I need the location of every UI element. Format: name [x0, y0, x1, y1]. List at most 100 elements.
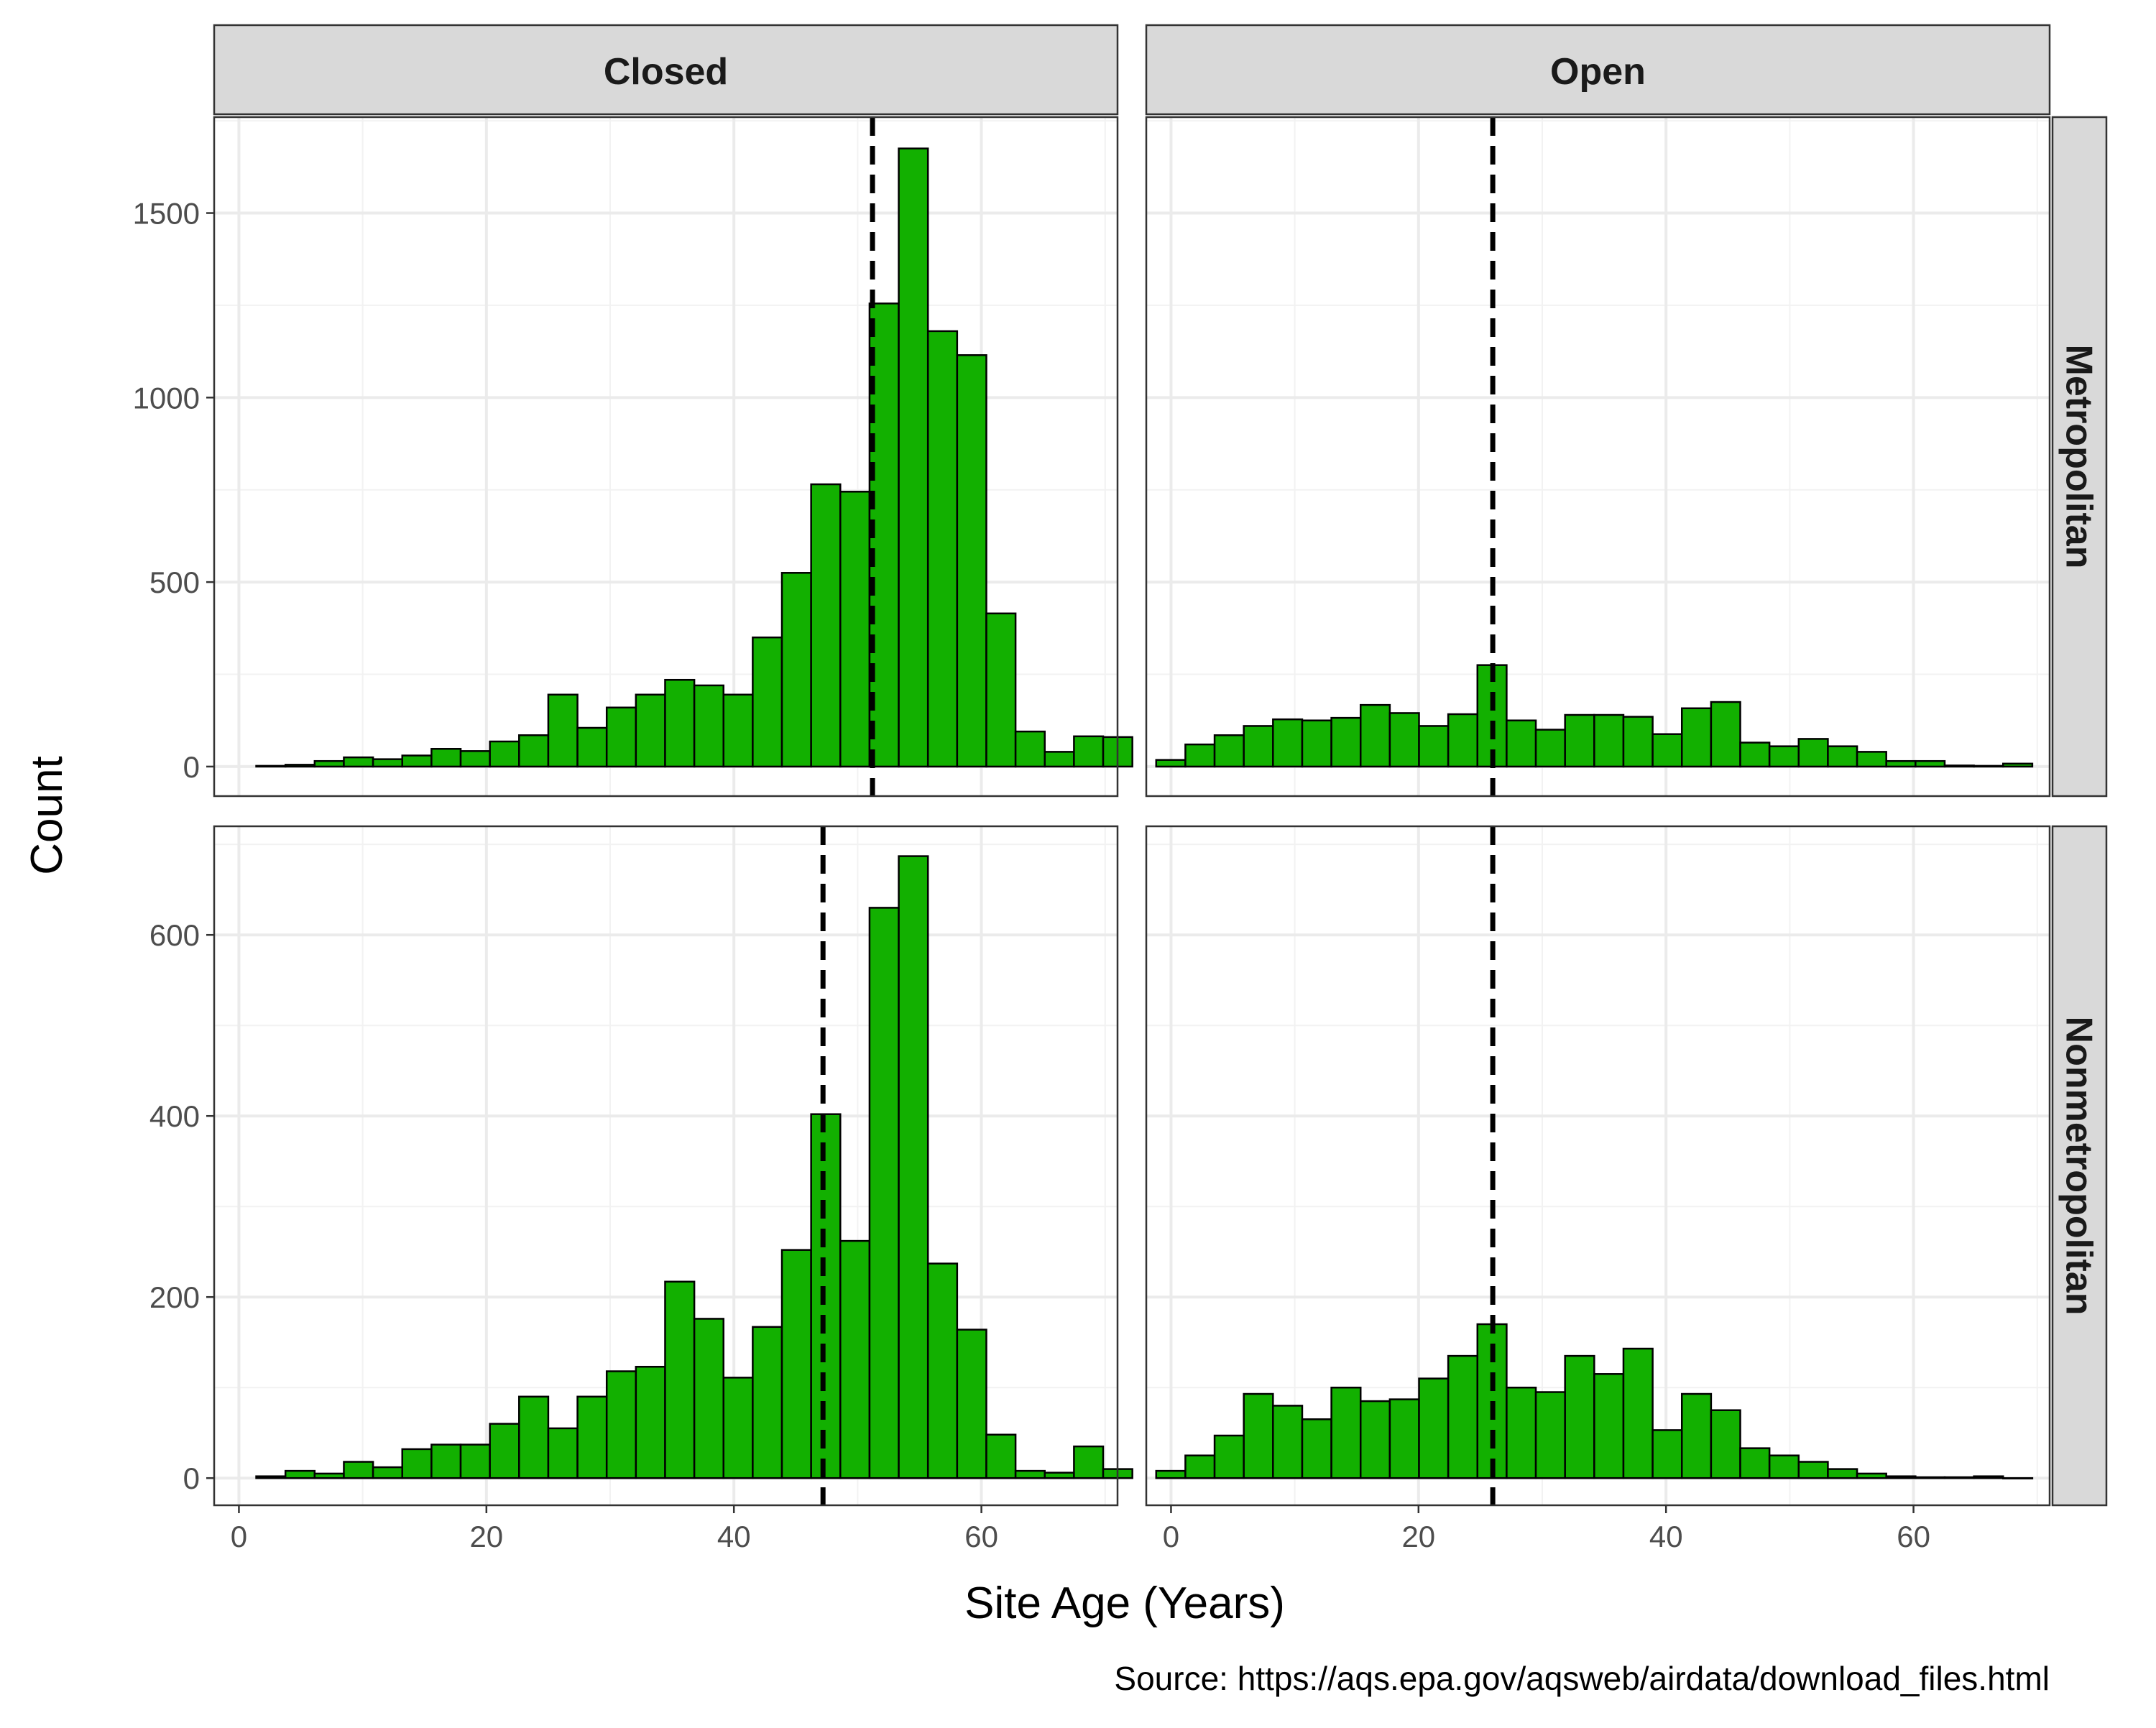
histogram-bar: [810, 1113, 842, 1479]
histogram-bar: [985, 612, 1017, 768]
y-tick-label: 0: [183, 750, 200, 784]
histogram-bar: [1534, 1391, 1566, 1479]
histogram-bar: [1797, 1461, 1829, 1479]
histogram-bar: [459, 1443, 491, 1479]
histogram-bar: [1213, 734, 1245, 768]
histogram-bar: [693, 684, 724, 768]
histogram-bar: [547, 1427, 579, 1479]
histogram-bar: [313, 1472, 345, 1479]
histogram-bar: [1044, 751, 1075, 768]
x-tick-label: 20: [469, 1520, 503, 1553]
histogram-bar: [605, 706, 637, 768]
x-axis-title: Site Age (Years): [964, 1579, 1285, 1628]
histogram-bar: [898, 855, 929, 1479]
panel-border: [213, 116, 1119, 798]
histogram-bar: [780, 1249, 812, 1479]
histogram-bar: [664, 678, 696, 768]
panel-background: [1146, 117, 2050, 796]
histogram-bar: [1014, 1469, 1046, 1479]
y-axis-title: Count: [22, 756, 72, 874]
histogram-bar: [722, 693, 754, 768]
histogram-bar: [810, 483, 842, 768]
histogram-bar: [898, 147, 929, 768]
histogram-bar: [1885, 1475, 1917, 1479]
panel-border: [1145, 825, 2051, 1507]
histogram-bar: [489, 1423, 520, 1479]
histogram-bar: [1388, 1398, 1420, 1479]
histogram-bar: [1184, 743, 1216, 768]
histogram-bar: [868, 907, 900, 1479]
y-tick-label: 1000: [133, 381, 200, 415]
y-tick-label: 500: [149, 565, 200, 599]
histogram-bar: [1506, 1386, 1537, 1479]
histogram-bar: [1593, 1373, 1625, 1479]
histogram-bar: [1272, 718, 1304, 768]
histogram-bar: [1155, 1469, 1187, 1479]
histogram-bar: [343, 756, 374, 768]
histogram-bar: [1534, 729, 1566, 768]
histogram-bar: [1856, 751, 1887, 768]
histogram-bar: [1797, 738, 1829, 768]
histogram-bar: [693, 1318, 724, 1479]
histogram-bar: [839, 1239, 871, 1479]
column-strip: [1145, 24, 2051, 116]
x-tick-label: 20: [1401, 1520, 1435, 1553]
histogram-bar: [926, 330, 959, 768]
histogram-bar: [518, 1395, 550, 1479]
histogram-bar: [1856, 1472, 1887, 1479]
histogram-bar: [1184, 1454, 1216, 1479]
histogram-bar: [956, 1329, 987, 1479]
histogram-bar: [1155, 759, 1187, 768]
histogram-bar: [1418, 725, 1450, 768]
histogram-bar: [1272, 1405, 1304, 1479]
histogram-bar: [576, 726, 608, 768]
histogram-bar: [1014, 730, 1046, 768]
histogram-bar: [985, 1433, 1017, 1479]
panel-border: [213, 825, 1119, 1507]
histogram-bar: [313, 759, 345, 768]
histogram-bar: [1915, 1476, 1946, 1479]
y-tick-label: 0: [183, 1461, 200, 1495]
histogram-bar: [752, 1326, 783, 1479]
histogram-bar: [722, 1377, 754, 1479]
x-tick-label: 0: [1163, 1520, 1179, 1553]
histogram-bar: [1622, 1347, 1654, 1479]
row-strip-label: Nonmetropolitan: [2058, 1017, 2100, 1316]
column-strip: [213, 24, 1119, 116]
histogram-bar: [1651, 1429, 1683, 1479]
panel-closed-metropolitan: [213, 116, 1133, 798]
histogram-bar: [839, 491, 871, 768]
x-tick-label: 40: [717, 1520, 751, 1553]
panel-border: [1145, 116, 2051, 798]
histogram-bar: [401, 1448, 433, 1479]
histogram-bar: [1827, 745, 1858, 768]
histogram-bar: [1768, 745, 1800, 768]
histogram-bar: [752, 636, 783, 768]
x-tick-label: 60: [1897, 1520, 1930, 1553]
y-tick-label: 1500: [133, 197, 200, 231]
panel-closed-nonmetropolitan: [213, 825, 1133, 1507]
histogram-bar: [372, 1466, 403, 1479]
y-tick-label: 600: [149, 918, 200, 952]
histogram-bar: [664, 1280, 696, 1479]
histogram-bar: [1943, 1476, 1975, 1479]
column-strip-label: Closed: [604, 51, 728, 93]
y-tick-label: 200: [149, 1280, 200, 1314]
histogram-bar: [255, 764, 287, 768]
histogram-bar: [1447, 1354, 1479, 1479]
x-tick-label: 0: [231, 1520, 247, 1553]
panel-open-nonmetropolitan: [1145, 825, 2051, 1507]
histogram-bar: [1301, 719, 1332, 768]
histogram-bar: [1506, 719, 1537, 768]
y-tick-label: 400: [149, 1099, 200, 1133]
histogram-bar: [1943, 764, 1975, 768]
histogram-bar: [401, 754, 433, 768]
histogram-bar: [1388, 712, 1420, 768]
histogram-bar: [635, 1365, 666, 1479]
histogram-bar: [1044, 1471, 1075, 1479]
histogram-bar: [780, 572, 812, 768]
x-tick-label: 60: [964, 1520, 998, 1553]
row-strip-label: Metropolitan: [2058, 345, 2100, 569]
